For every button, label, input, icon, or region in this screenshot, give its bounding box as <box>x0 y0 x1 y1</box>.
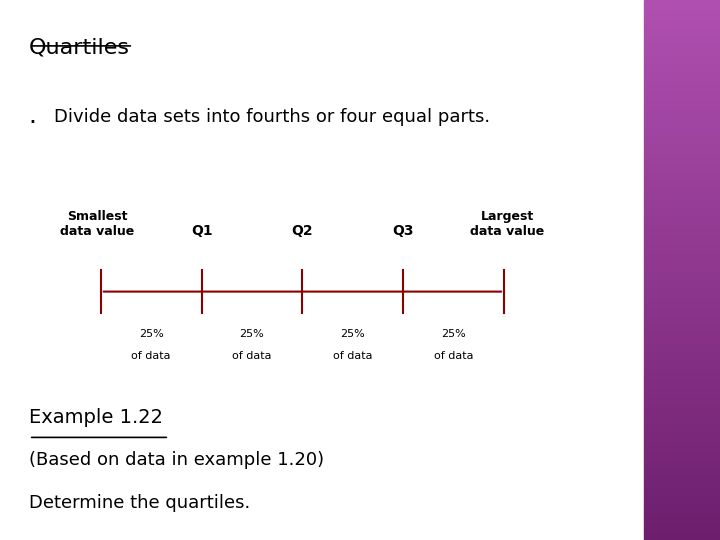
Text: 25%: 25% <box>139 329 163 340</box>
Text: Divide data sets into fourths or four equal parts.: Divide data sets into fourths or four eq… <box>54 108 490 126</box>
Bar <box>644 315 720 324</box>
Bar <box>644 450 720 459</box>
Bar <box>644 135 720 144</box>
Text: of data: of data <box>333 351 372 361</box>
Text: Largest
data value: Largest data value <box>470 210 545 238</box>
Bar <box>644 252 720 261</box>
Bar <box>644 432 720 441</box>
Bar <box>644 108 720 117</box>
Bar <box>644 405 720 414</box>
Bar <box>644 342 720 351</box>
Bar <box>644 207 720 216</box>
Bar <box>644 81 720 90</box>
Bar <box>644 9 720 18</box>
Text: Q2: Q2 <box>292 224 313 238</box>
Bar <box>644 0 720 9</box>
Bar <box>644 378 720 387</box>
Bar <box>644 423 720 432</box>
Text: (Based on data in example 1.20): (Based on data in example 1.20) <box>29 451 324 469</box>
Bar <box>644 72 720 81</box>
Bar <box>644 360 720 369</box>
Text: Smallest
data value: Smallest data value <box>60 210 135 238</box>
Bar <box>644 459 720 468</box>
Bar <box>644 477 720 486</box>
Bar <box>644 522 720 531</box>
Bar <box>644 513 720 522</box>
Bar <box>644 333 720 342</box>
Bar <box>644 216 720 225</box>
Bar <box>644 54 720 63</box>
Text: of data: of data <box>132 351 171 361</box>
Text: Quartiles: Quartiles <box>29 38 130 58</box>
Bar <box>644 486 720 495</box>
Bar <box>644 369 720 378</box>
Bar <box>644 531 720 540</box>
Text: Determine the quartiles.: Determine the quartiles. <box>29 494 250 512</box>
Bar <box>644 504 720 513</box>
Bar <box>644 387 720 396</box>
Text: of data: of data <box>434 351 473 361</box>
Bar <box>644 297 720 306</box>
Bar <box>644 270 720 279</box>
Bar <box>644 63 720 72</box>
Text: ·: · <box>29 111 37 134</box>
Text: 25%: 25% <box>441 329 466 340</box>
Bar <box>644 153 720 162</box>
Bar <box>644 351 720 360</box>
Text: Q1: Q1 <box>191 224 212 238</box>
Text: of data: of data <box>233 351 271 361</box>
Text: Q3: Q3 <box>392 224 414 238</box>
Bar <box>644 198 720 207</box>
Bar <box>644 279 720 288</box>
Bar <box>644 126 720 135</box>
Bar <box>644 99 720 108</box>
Bar <box>644 243 720 252</box>
Bar <box>644 396 720 405</box>
Bar <box>644 441 720 450</box>
Bar <box>644 189 720 198</box>
Bar <box>644 324 720 333</box>
Text: 25%: 25% <box>341 329 365 340</box>
Bar <box>644 180 720 189</box>
Bar <box>644 234 720 243</box>
Bar <box>644 468 720 477</box>
Bar <box>644 144 720 153</box>
Bar <box>644 162 720 171</box>
Bar <box>644 36 720 45</box>
Bar <box>644 45 720 54</box>
Bar <box>644 261 720 270</box>
Bar <box>644 414 720 423</box>
Text: 25%: 25% <box>240 329 264 340</box>
Bar <box>644 90 720 99</box>
Bar <box>644 225 720 234</box>
Text: Example 1.22: Example 1.22 <box>29 408 163 427</box>
Bar <box>644 117 720 126</box>
Bar <box>644 495 720 504</box>
Bar <box>644 18 720 27</box>
Bar <box>644 288 720 297</box>
Bar <box>644 27 720 36</box>
Bar <box>644 306 720 315</box>
Bar <box>644 171 720 180</box>
